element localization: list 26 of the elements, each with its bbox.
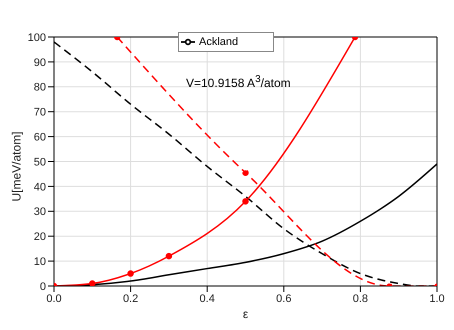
x-tick-label: 0.0 [46,292,62,305]
x-tick-label: 0.2 [122,292,138,305]
x-tick-label: 0.4 [200,292,215,305]
y-tick-label: 30 [34,206,46,218]
x-tick-label: 0.8 [352,292,368,305]
point [127,270,134,277]
y-tick-label: 20 [34,231,46,244]
y-tick-label: 60 [34,132,46,144]
y-tick-label: 50 [34,156,46,168]
y-tick-label: 100 [28,32,46,44]
point [89,280,96,286]
point [242,169,249,176]
point [166,252,172,260]
x-tick-label: 0.6 [276,292,292,305]
y-tick-label: 0 [40,280,46,293]
y-tick-label: 70 [34,106,46,119]
y-tick-label: 10 [34,256,46,268]
annotation: V=10.9158 A$^{3}$/atom [186,74,291,90]
y-tick-label: 40 [34,181,46,194]
y-axis-title: U[meV/atom] [9,131,24,202]
x-tick-label: 1.0 [429,292,445,305]
y-tick-label: 90 [34,56,46,69]
y-tick-label: 80 [34,82,46,94]
legend-label: Ackland [199,36,238,48]
point [242,198,249,205]
x-axis-title: ε [242,307,249,321]
